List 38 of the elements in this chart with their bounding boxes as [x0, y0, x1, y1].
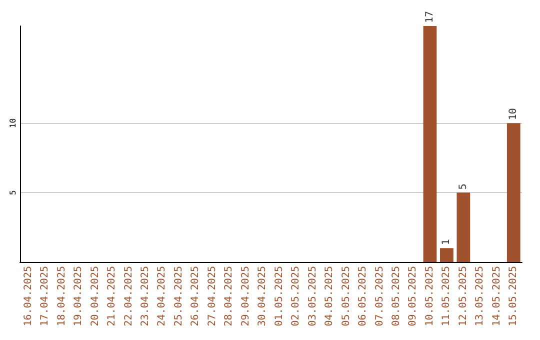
bar	[506, 123, 520, 262]
x-tick-label: 26.04.2025	[190, 266, 202, 326]
x-tick-label: 19.04.2025	[73, 266, 84, 326]
x-tick-label: 14.05.2025	[491, 266, 502, 326]
x-tick-label: 02.05.2025	[290, 266, 302, 326]
x-tick-label: 07.05.2025	[374, 266, 386, 326]
x-tick-label: 01.05.2025	[274, 266, 285, 326]
x-tick-label: 23.04.2025	[140, 266, 151, 326]
x-tick-label: 05.05.2025	[340, 266, 352, 326]
x-tick-label: 28.04.2025	[224, 266, 235, 326]
x-tick-label: 13.05.2025	[474, 266, 486, 326]
x-tick-label: 30.04.2025	[257, 266, 268, 326]
bar	[440, 248, 454, 262]
x-tick-label: 06.05.2025	[358, 266, 369, 326]
bar	[456, 192, 470, 262]
x-tick-label: 25.04.2025	[173, 266, 184, 326]
data-label: 10	[508, 108, 520, 120]
x-tick-label: 24.04.2025	[156, 266, 168, 326]
x-tick-label: 10.05.2025	[424, 266, 436, 326]
x-tick-label: 11.05.2025	[441, 266, 452, 326]
data-label: 1	[441, 239, 452, 246]
x-tick-label: 27.04.2025	[206, 266, 218, 326]
x-tick-label: 20.04.2025	[90, 266, 101, 326]
x-tick-label: 08.05.2025	[391, 266, 402, 326]
x-tick-label: 15.05.2025	[508, 266, 520, 326]
x-tick-label: 29.04.2025	[240, 266, 252, 326]
data-label: 17	[424, 10, 436, 23]
x-tick-label: 21.04.2025	[106, 266, 118, 326]
x-tick-label: 17.04.2025	[40, 266, 51, 326]
x-tick-label: 03.05.2025	[307, 266, 318, 326]
x-tick-label: 22.04.2025	[123, 266, 134, 326]
x-tick-label: 18.04.2025	[56, 266, 68, 326]
x-tick-label: 09.05.2025	[408, 266, 419, 326]
x-tick-label: 04.05.2025	[324, 266, 336, 326]
bar	[423, 26, 437, 262]
x-tick-label: 16.04.2025	[22, 266, 34, 326]
x-tick-label: 12.05.2025	[458, 266, 469, 326]
data-label: 5	[458, 184, 469, 190]
